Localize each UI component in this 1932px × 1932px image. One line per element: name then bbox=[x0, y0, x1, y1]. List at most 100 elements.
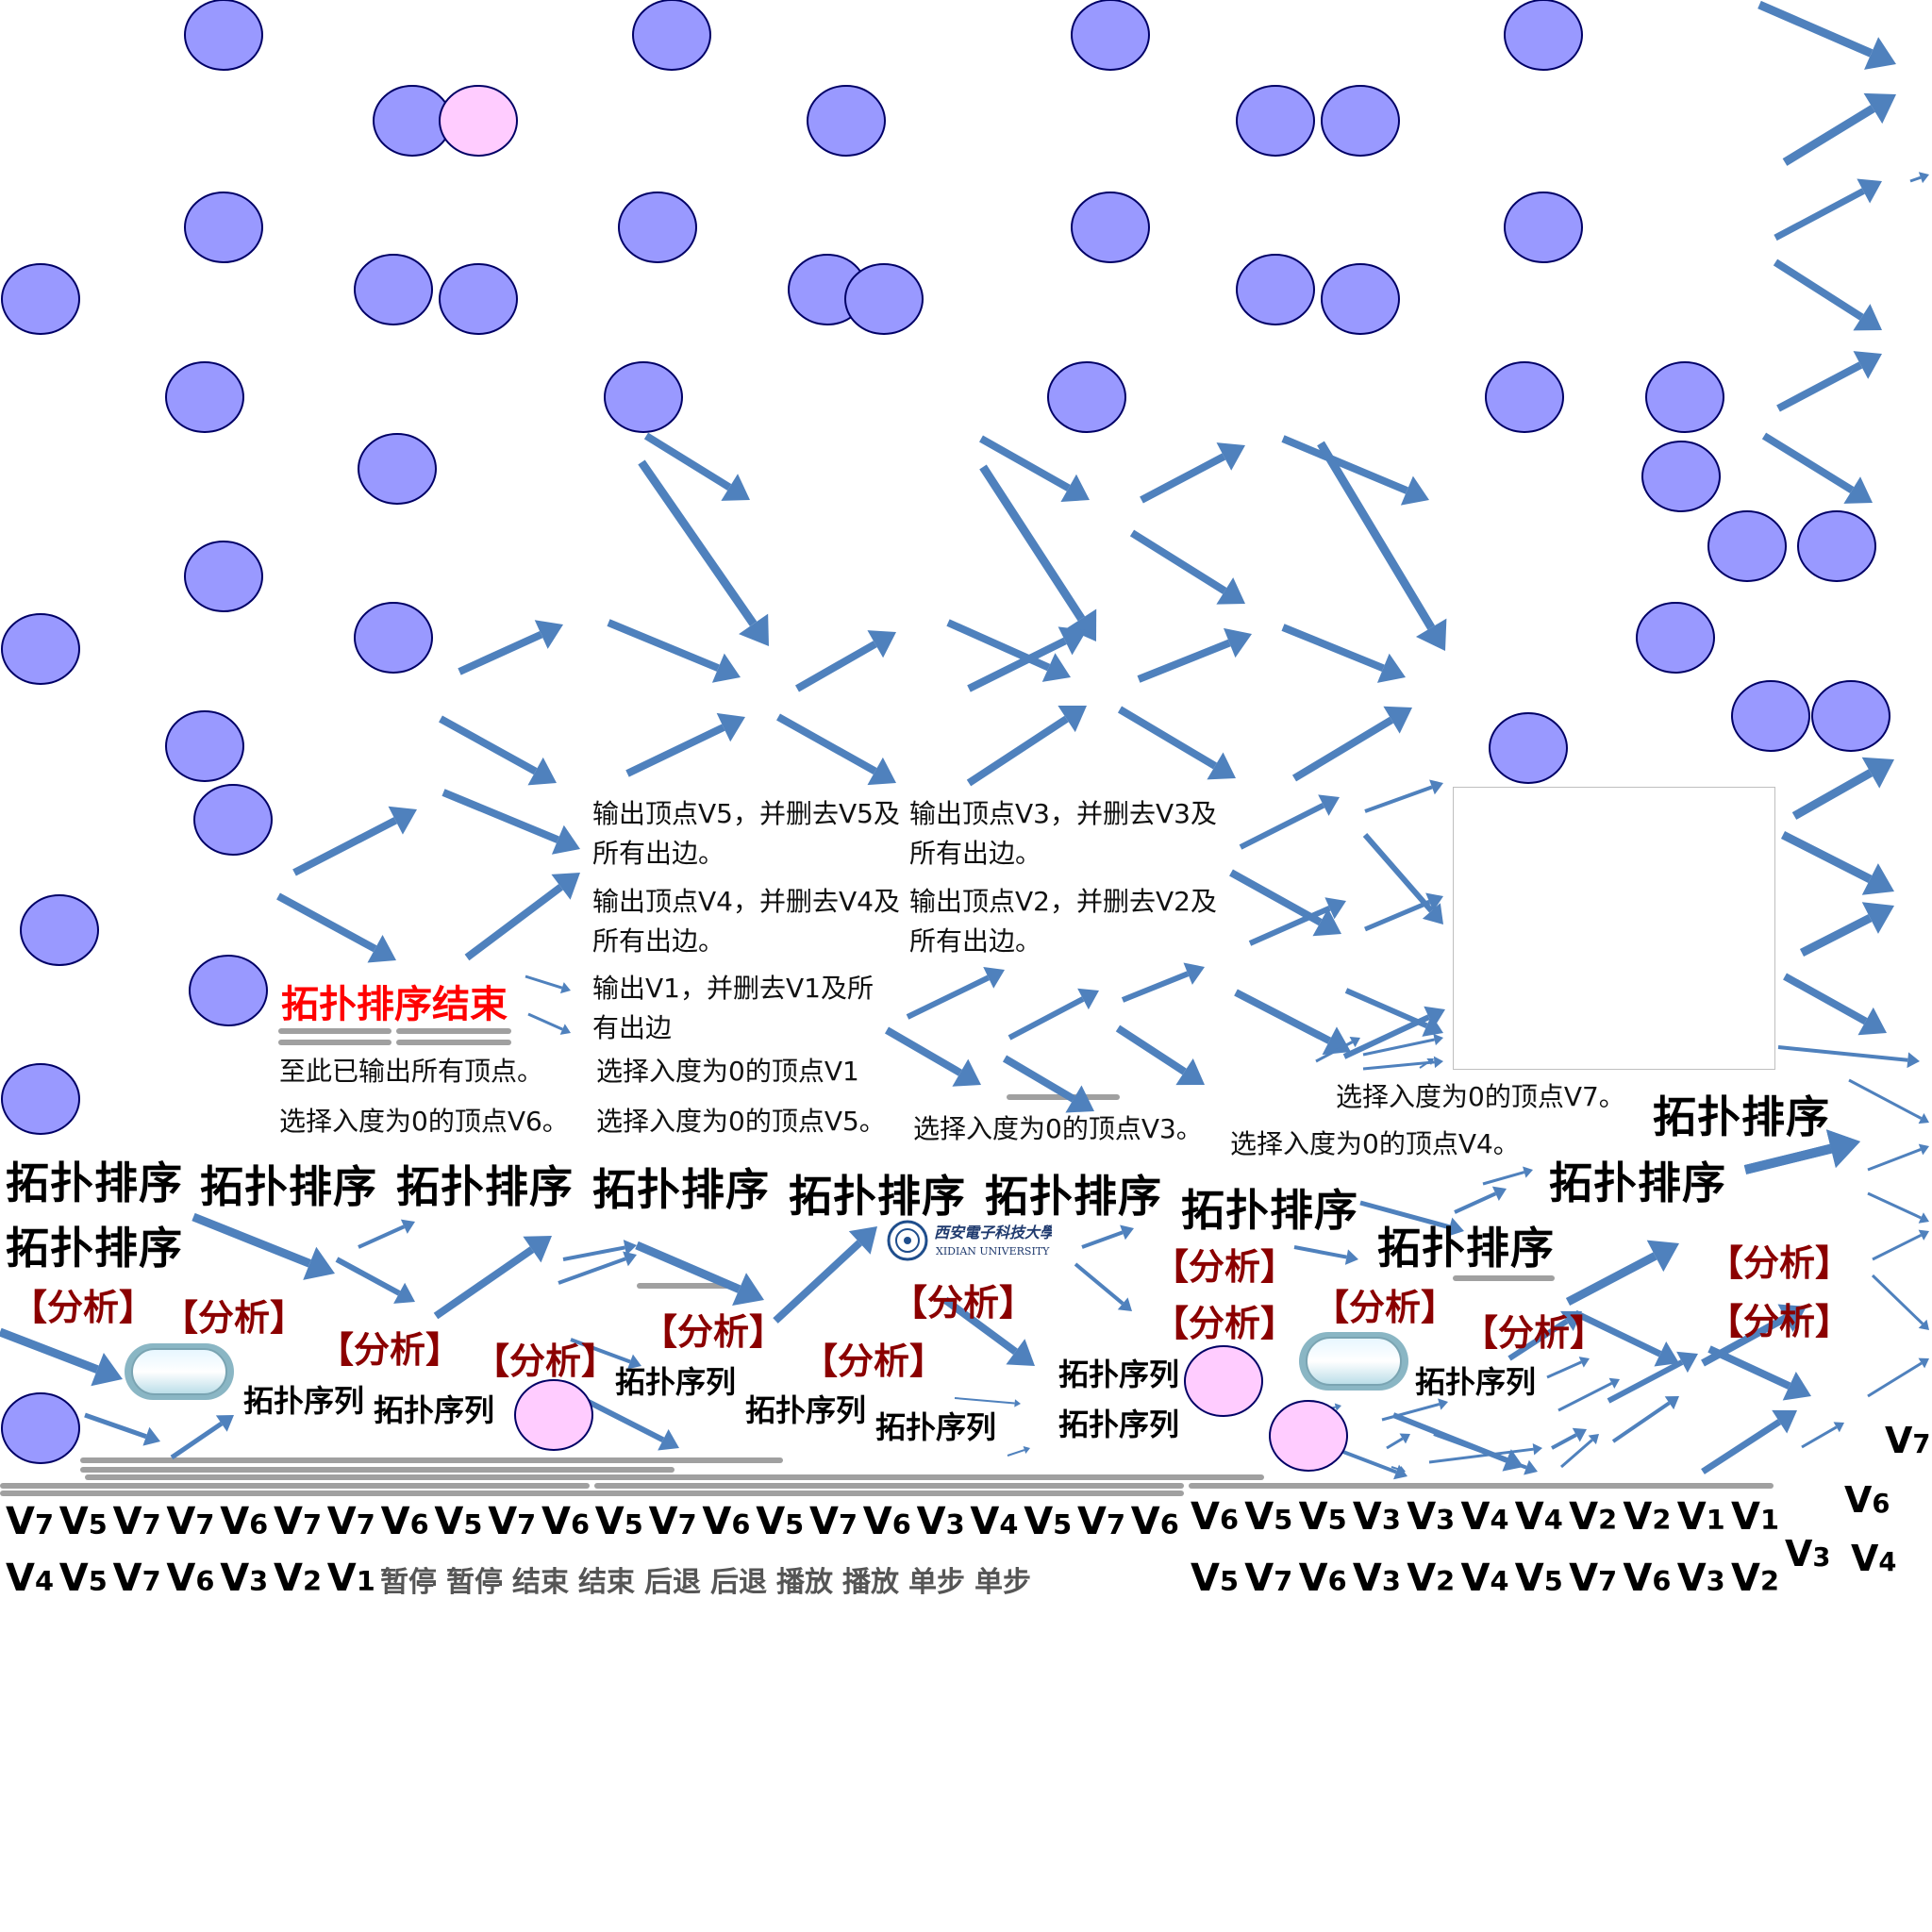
vertex-letter: V bbox=[112, 1557, 142, 1600]
control-button[interactable]: 结束 bbox=[578, 1566, 635, 1599]
edge-arrow bbox=[1391, 1412, 1524, 1472]
vertex-letter: V bbox=[541, 1500, 571, 1543]
vertex-index: 7 bbox=[1912, 1430, 1931, 1459]
edge-arrow bbox=[439, 715, 557, 786]
vertex-label: V5 bbox=[1299, 1495, 1347, 1539]
edge-arrow bbox=[1364, 779, 1443, 813]
vertex-letter: V bbox=[1407, 1495, 1437, 1539]
vertex-letter: V bbox=[1460, 1495, 1491, 1539]
vertex-label: V4 bbox=[1515, 1495, 1563, 1539]
vertex-node bbox=[1, 263, 80, 335]
vertex-label: V5 bbox=[595, 1500, 643, 1543]
vertex-index: 4 bbox=[1490, 1504, 1509, 1536]
analysis-button[interactable]: 【分析】 bbox=[1313, 1287, 1457, 1328]
vertex-node bbox=[184, 0, 263, 71]
analysis-button[interactable]: 【分析】 bbox=[802, 1341, 946, 1382]
vertex-label: V1 bbox=[327, 1557, 375, 1600]
progress-bar bbox=[594, 1483, 1184, 1489]
vertex-letter: V bbox=[1024, 1500, 1054, 1543]
edge-arrow bbox=[525, 974, 571, 994]
svg-text:西安電子科技大學: 西安電子科技大學 bbox=[934, 1224, 1052, 1241]
analysis-button[interactable]: 【分析】 bbox=[474, 1341, 618, 1382]
control-button[interactable]: 后退 bbox=[710, 1566, 767, 1599]
vertex-letter: V bbox=[648, 1500, 678, 1543]
edge-arrow bbox=[558, 1251, 637, 1285]
vertex-letter: V bbox=[594, 1500, 625, 1543]
analysis-button[interactable]: 【分析】 bbox=[162, 1297, 307, 1339]
vertex-index: 3 bbox=[1436, 1504, 1456, 1536]
edge-arrow bbox=[292, 806, 417, 876]
edge-arrow bbox=[441, 789, 580, 855]
vertex-label: V6 bbox=[863, 1500, 911, 1543]
vertex-node bbox=[1071, 0, 1150, 71]
analysis-button[interactable]: 【分析】 bbox=[1153, 1246, 1297, 1288]
progress-bar bbox=[1189, 1483, 1774, 1489]
vertex-letter: V bbox=[862, 1500, 892, 1543]
edge-arrow bbox=[1115, 1024, 1205, 1086]
control-button[interactable]: 后退 bbox=[644, 1566, 701, 1599]
vertex-node bbox=[184, 192, 263, 263]
edge-arrow bbox=[1780, 830, 1894, 895]
edge-arrow bbox=[1229, 869, 1341, 937]
analysis-button[interactable]: 【分析】 bbox=[1707, 1242, 1852, 1284]
edge-arrow bbox=[1867, 1143, 1929, 1172]
vertex-letter: V bbox=[1676, 1557, 1707, 1600]
pill-button[interactable] bbox=[1299, 1332, 1408, 1391]
control-button[interactable]: 结束 bbox=[512, 1566, 569, 1599]
vertex-letter: V bbox=[488, 1500, 518, 1543]
vertex-label: V4 bbox=[6, 1557, 54, 1600]
analysis-button[interactable]: 【分析】 bbox=[11, 1287, 156, 1328]
vertex-index: 2 bbox=[1436, 1565, 1456, 1597]
vertex-label: V3 bbox=[917, 1500, 965, 1543]
control-button[interactable]: 播放 bbox=[842, 1566, 899, 1599]
edge-arrow bbox=[1560, 1434, 1599, 1469]
edge-arrow bbox=[795, 630, 896, 692]
edge-arrow bbox=[1757, 0, 1896, 70]
edge-arrow bbox=[1761, 432, 1873, 504]
step-note: 输出顶点V4，并删去V4及所有出边。 bbox=[592, 886, 900, 957]
progress-bars bbox=[0, 1028, 1774, 1496]
vertex-node bbox=[807, 85, 886, 157]
progress-bar bbox=[396, 1028, 511, 1034]
vertex-label: V3 bbox=[1407, 1495, 1455, 1539]
control-button[interactable]: 播放 bbox=[776, 1566, 833, 1599]
edge-arrows bbox=[0, 0, 1929, 1480]
edge-arrow bbox=[1551, 1427, 1587, 1450]
vertex-node bbox=[1641, 441, 1721, 512]
analysis-button[interactable]: 【分析】 bbox=[1153, 1303, 1297, 1344]
control-button[interactable]: 单步 bbox=[974, 1566, 1031, 1599]
analysis-button[interactable]: 【分析】 bbox=[1462, 1312, 1607, 1354]
edge-arrow bbox=[1362, 833, 1443, 924]
edge-arrow bbox=[1315, 1036, 1360, 1063]
sequence-label: 拓扑序列 bbox=[243, 1383, 365, 1419]
edge-arrow bbox=[1281, 624, 1406, 683]
control-button[interactable]: 暂停 bbox=[446, 1566, 503, 1599]
vertex-index: 6 bbox=[249, 1508, 269, 1541]
edge-arrow bbox=[1362, 1033, 1443, 1057]
progress-bar bbox=[637, 1283, 738, 1289]
analysis-button[interactable]: 【分析】 bbox=[1707, 1301, 1852, 1342]
vertex-node bbox=[618, 192, 697, 263]
pill-button[interactable] bbox=[125, 1343, 234, 1400]
vertex-letter: V bbox=[1844, 1479, 1873, 1521]
step-note: 输出V1，并删去V1及所有出边 bbox=[592, 973, 874, 1043]
vertex-letter: V bbox=[1676, 1495, 1707, 1539]
vertex-label: V6 bbox=[1623, 1557, 1671, 1600]
vertex-label: V3 bbox=[1353, 1495, 1401, 1539]
control-button[interactable]: 单步 bbox=[908, 1566, 965, 1599]
analysis-button[interactable]: 【分析】 bbox=[891, 1282, 1036, 1324]
vertex-index: 6 bbox=[570, 1508, 591, 1541]
edge-arrow bbox=[966, 705, 1087, 787]
vertex-label: V2 bbox=[1731, 1557, 1779, 1600]
vertex-node bbox=[1, 613, 80, 685]
vertex-index: 5 bbox=[1053, 1508, 1073, 1541]
edge-arrow bbox=[1081, 1224, 1134, 1249]
analysis-button[interactable]: 【分析】 bbox=[641, 1311, 786, 1353]
vertex-label: V5 bbox=[434, 1500, 482, 1543]
control-button[interactable]: 暂停 bbox=[380, 1566, 437, 1599]
vertex-letter: V bbox=[112, 1500, 142, 1543]
topo-sort-title: 拓扑排序 bbox=[1377, 1223, 1555, 1274]
step-note: 选择入度为0的顶点V4。 bbox=[1230, 1128, 1520, 1159]
analysis-button[interactable]: 【分析】 bbox=[318, 1329, 462, 1371]
edge-arrow bbox=[276, 892, 396, 963]
